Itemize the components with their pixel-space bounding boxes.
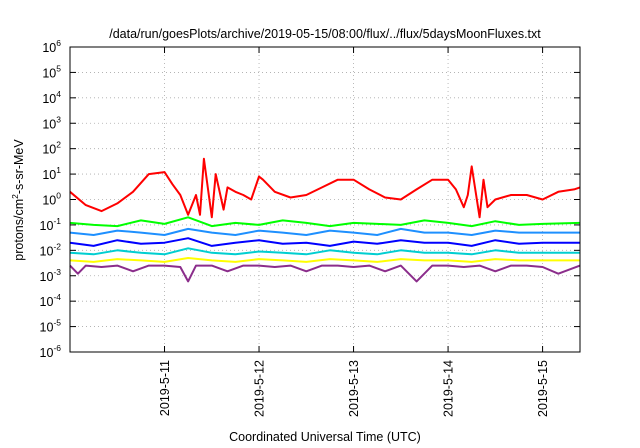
y-tick-label: 10-6 (40, 343, 62, 360)
y-axis-label: protons/cm2-s-sr-MeV (10, 139, 26, 261)
x-tick-label: 2019-5-11 (158, 360, 172, 416)
y-tick-exponent: -1 (53, 216, 61, 226)
y-tick-base: 10 (40, 244, 54, 258)
y-tick-label: 104 (42, 89, 61, 106)
y-tick-exponent: 1 (56, 165, 61, 175)
y-tick-label: 103 (42, 114, 61, 131)
y-axis-label-sup: 2 (10, 194, 20, 199)
y-tick-label: 10-2 (40, 241, 62, 258)
y-tick-label: 10-4 (40, 292, 62, 309)
y-axis-label-base: protons/cm (12, 199, 26, 261)
y-tick-label: 105 (42, 63, 61, 80)
series-line (69, 257, 580, 263)
y-tick-exponent: -6 (53, 343, 61, 353)
y-tick-exponent: -4 (53, 292, 61, 302)
x-axis: 2019-5-11 2019-5-12 2019-5-13 2019-5-14 2019… (158, 47, 550, 417)
y-tick-exponent: 2 (56, 140, 61, 150)
y-tick-base: 10 (42, 41, 56, 55)
y-tick-base: 10 (40, 295, 54, 309)
y-tick-base: 10 (42, 117, 56, 131)
y-tick-exponent: 3 (56, 114, 61, 124)
y-tick-base: 10 (42, 66, 56, 80)
y-tick-exponent: -2 (53, 241, 61, 251)
x-tick-label: 2019-5-14 (442, 360, 456, 417)
x-tick-label: 2019-5-12 (253, 360, 267, 417)
y-axis: 10-610-510-410-310-210-11001011021031041… (40, 38, 580, 360)
y-tick-exponent: 4 (56, 89, 61, 99)
x-tick-label: 2019-5-13 (347, 360, 361, 417)
series-group (69, 157, 581, 283)
y-tick-label: 101 (42, 165, 61, 182)
y-tick-label: 10-5 (40, 318, 62, 335)
x-axis-label: Coordinated Universal Time (UTC) (229, 430, 421, 444)
y-tick-base: 10 (42, 92, 56, 106)
series-line (69, 264, 581, 283)
y-tick-base: 10 (42, 168, 56, 182)
y-tick-base: 10 (40, 321, 54, 335)
y-tick-exponent: -3 (53, 267, 61, 277)
y-tick-base: 10 (42, 194, 56, 208)
y-tick-base: 10 (40, 346, 54, 360)
y-tick-exponent: 5 (56, 63, 61, 73)
y-tick-exponent: 6 (56, 38, 61, 48)
y-tick-label: 10-1 (40, 216, 62, 233)
y-tick-label: 100 (42, 191, 61, 208)
y-tick-exponent: 0 (56, 191, 61, 201)
y-tick-label: 102 (42, 140, 61, 157)
chart-title: /data/run/goesPlots/archive/2019-05-15/0… (109, 27, 541, 41)
y-axis-label-rest: -s-sr-MeV (12, 139, 26, 195)
series-line (69, 247, 580, 256)
y-tick-exponent: -5 (53, 318, 61, 328)
y-tick-label: 106 (42, 38, 61, 55)
x-tick-label: 2019-5-15 (536, 360, 550, 417)
series-line (69, 216, 581, 228)
y-tick-base: 10 (42, 143, 56, 157)
series-line (69, 157, 581, 219)
grid (70, 47, 580, 352)
y-tick-label: 10-3 (40, 267, 62, 284)
y-tick-base: 10 (40, 270, 54, 284)
series-line (69, 237, 580, 247)
y-tick-base: 10 (40, 219, 54, 233)
series-line (69, 227, 580, 236)
